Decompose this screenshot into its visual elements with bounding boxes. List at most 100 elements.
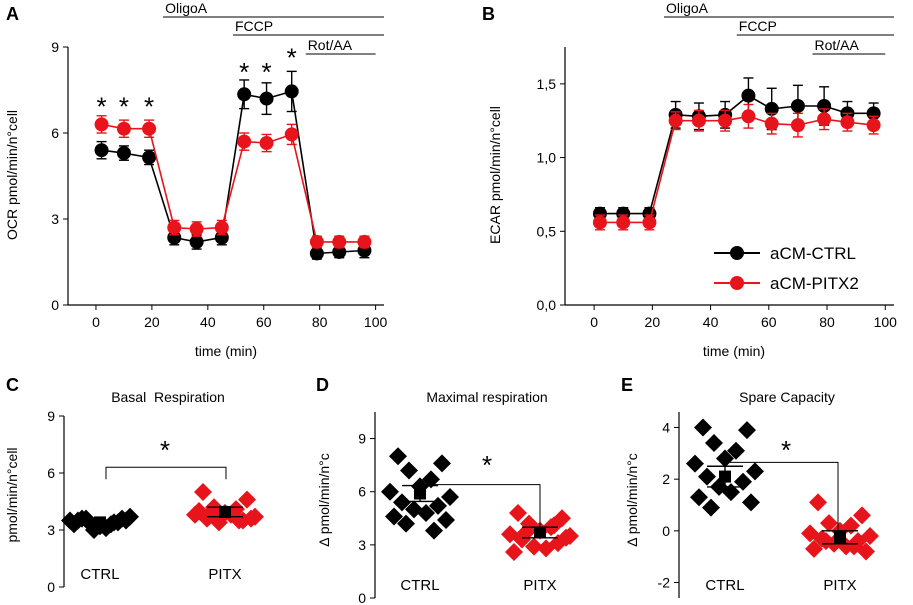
legend-label-ctrl: aCM-CTRL bbox=[770, 244, 856, 263]
panel-c-data-point bbox=[190, 502, 208, 520]
panel-b-y-tick-label: 0,0 bbox=[537, 297, 557, 313]
panel-b-data-point bbox=[691, 113, 706, 128]
panel-d-data-point bbox=[397, 514, 415, 533]
panel-b-data-point bbox=[764, 101, 779, 116]
panel-d-data-point bbox=[422, 470, 440, 489]
panel-c-group-ctrl bbox=[61, 507, 139, 539]
panel-a-significance-star: * bbox=[287, 43, 297, 73]
panel-c-data-point bbox=[242, 509, 260, 528]
panel-a-data-point bbox=[309, 234, 324, 249]
panel-a-x-tick-label: 0 bbox=[92, 314, 100, 330]
panel-a-significance-star: * bbox=[96, 91, 106, 121]
panel-e-y-axis-label: Δ pmol/min/n°c bbox=[624, 453, 640, 547]
panel-e-mean-marker bbox=[719, 470, 731, 483]
panel-c-data-point bbox=[117, 511, 135, 530]
legend: aCM-CTRL aCM-PITX2 bbox=[714, 244, 859, 293]
panel-d-data-point bbox=[405, 500, 423, 519]
panel-b-data-point bbox=[616, 215, 631, 230]
panel-e: E Δ pmol/min/n°c Spare Capacity -2 0 2 4 CTR… bbox=[621, 375, 879, 598]
panel-b-x-tick-label: 100 bbox=[874, 314, 898, 330]
panel-c-y-tick-label: 0 bbox=[47, 579, 55, 595]
panel-c-data-point bbox=[238, 490, 256, 509]
panel-a-letter: A bbox=[6, 4, 19, 24]
panel-a-x-tick-label: 40 bbox=[200, 314, 216, 330]
panel-e-data-point bbox=[727, 441, 745, 460]
panel-e-group-pitx bbox=[801, 493, 879, 561]
panel-a-series-line bbox=[101, 123, 365, 243]
panel-a-data-point bbox=[332, 234, 347, 249]
panel-a-data-point bbox=[94, 143, 109, 158]
panel-c-data-point bbox=[194, 483, 212, 501]
panel-d-data-point bbox=[389, 447, 407, 466]
panel-d-data-point bbox=[400, 461, 418, 480]
legend-marker-pitx2 bbox=[730, 276, 744, 290]
panel-e-data-point bbox=[694, 418, 712, 437]
panel-e-category-label: CTRL bbox=[705, 577, 744, 594]
panel-b-data-point bbox=[642, 215, 657, 230]
panel-e-y-tick-label: 2 bbox=[662, 471, 670, 487]
panel-b-x-tick-label: 60 bbox=[761, 314, 777, 330]
legend-entry-pitx2: aCM-PITX2 bbox=[714, 274, 859, 293]
panel-a: A OCR pmol/min/n°cell time (min) 0 3 6 9 0 20… bbox=[4, 0, 388, 359]
panel-a-data-point bbox=[309, 246, 324, 261]
panel-c-data-point bbox=[77, 509, 95, 528]
panel-a-data-point bbox=[142, 150, 157, 165]
panel-b-injection-label: Rot/AA bbox=[814, 37, 859, 53]
panel-a-series-pitx2 bbox=[94, 115, 372, 249]
panel-b-plot: 0,0 0,5 1,0 1,5 0 20 40 60 80 100 OligoA FCCP Rot/AA bbox=[537, 0, 898, 330]
panel-d-data-point bbox=[385, 507, 403, 526]
panel-e-data-point bbox=[702, 498, 720, 517]
panel-d-y-tick-label: 9 bbox=[358, 431, 366, 447]
panel-a-series-line bbox=[101, 90, 365, 255]
panel-c-y-tick-label: 3 bbox=[47, 522, 55, 538]
panel-b-series-pitx2 bbox=[592, 103, 881, 231]
panel-d-data-point bbox=[525, 537, 543, 556]
panel-d-data-point bbox=[393, 493, 411, 512]
panel-e-data-point bbox=[805, 539, 823, 558]
panel-b-x-axis-label: time (min) bbox=[703, 343, 765, 359]
panel-c-y-tick-label: 9 bbox=[47, 408, 55, 424]
panel-d-data-point bbox=[433, 454, 451, 473]
panel-d: D Δ pmol/min/n°c Maximal respiration 0 3 6… bbox=[316, 375, 579, 605]
panel-b-series-line bbox=[599, 115, 874, 224]
panel-b-y-tick-label: 0,5 bbox=[537, 223, 557, 239]
panel-e-data-point bbox=[742, 493, 760, 512]
panel-c-y-tick-label: 6 bbox=[47, 465, 55, 481]
legend-marker-ctrl bbox=[730, 246, 744, 260]
panel-d-data-point bbox=[505, 542, 523, 561]
panel-b-series-ctrl bbox=[592, 77, 881, 221]
legend-label-pitx2: aCM-PITX2 bbox=[770, 274, 859, 293]
panel-d-category-label: PITX bbox=[523, 577, 556, 594]
panel-e-significance-star: * bbox=[781, 435, 791, 465]
panel-a-significance-star: * bbox=[144, 91, 154, 121]
panel-d-data-point bbox=[381, 482, 399, 501]
panel-e-data-point bbox=[746, 462, 764, 481]
panel-c-mean-marker bbox=[219, 505, 231, 518]
panel-c-data-point bbox=[105, 513, 123, 532]
panel-d-letter: D bbox=[316, 375, 329, 395]
panel-d-category-label: CTRL bbox=[400, 577, 439, 594]
panel-d-data-point bbox=[509, 503, 527, 522]
panel-a-data-point bbox=[142, 121, 157, 136]
panel-e-title: Spare Capacity bbox=[739, 389, 835, 405]
panel-d-mean-marker bbox=[534, 526, 546, 539]
panel-d-y-axis-label: Δ pmol/min/n°c bbox=[316, 453, 332, 547]
panel-b-x-tick-label: 80 bbox=[819, 314, 835, 330]
panel-c-significance-bracket bbox=[105, 466, 227, 480]
panel-b-y-tick-label: 1,5 bbox=[537, 76, 557, 92]
panel-a-data-point bbox=[357, 234, 372, 249]
panel-d-y-tick-label: 0 bbox=[358, 590, 366, 605]
panel-b-y-tick-label: 1,0 bbox=[537, 150, 557, 166]
panel-a-data-point bbox=[214, 220, 229, 235]
panel-e-data-point bbox=[705, 434, 723, 452]
panel-b-letter: B bbox=[482, 4, 495, 24]
panel-b: B ECAR pmol/min/n°cell time (min) 0,0 0,5… bbox=[482, 0, 897, 359]
panel-a-series-ctrl bbox=[94, 70, 372, 261]
panel-e-data-point bbox=[738, 421, 756, 440]
panel-b-injection-label: FCCP bbox=[739, 18, 777, 34]
panel-e-plot: -2 0 2 4 CTRL PITX * bbox=[658, 412, 879, 598]
panel-c-category-label: PITX bbox=[208, 566, 241, 583]
panel-d-data-point bbox=[557, 528, 575, 547]
panel-b-data-point bbox=[790, 98, 805, 113]
